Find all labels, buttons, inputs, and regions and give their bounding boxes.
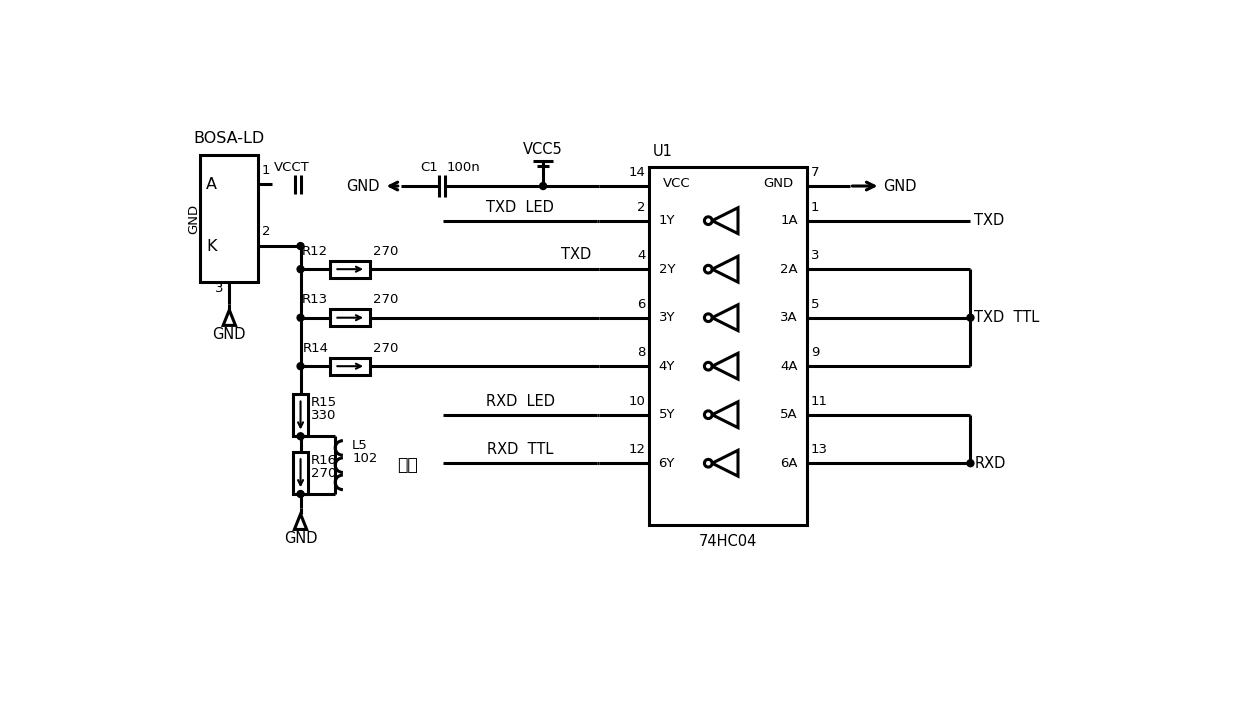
Bar: [330, 261, 370, 278]
Text: 2Y: 2Y: [658, 263, 675, 276]
Circle shape: [704, 362, 712, 370]
Text: K: K: [206, 238, 217, 253]
Text: 5Y: 5Y: [658, 408, 675, 421]
Bar: [293, 394, 309, 436]
Text: 8: 8: [637, 347, 646, 359]
Text: C1: C1: [420, 160, 438, 174]
Polygon shape: [712, 353, 738, 379]
Text: 7: 7: [811, 166, 820, 179]
Text: GND: GND: [212, 327, 246, 342]
Text: TXD: TXD: [560, 247, 591, 262]
Text: R12: R12: [303, 245, 329, 258]
Bar: [650, 167, 807, 525]
Circle shape: [298, 266, 304, 273]
Text: R13: R13: [303, 293, 329, 306]
Text: 3Y: 3Y: [658, 311, 675, 324]
Text: 6A: 6A: [780, 457, 799, 470]
Polygon shape: [712, 305, 738, 331]
Text: 1: 1: [811, 200, 820, 214]
Bar: [330, 309, 370, 326]
Text: 磁珠: 磁珠: [397, 456, 418, 474]
Text: RXD  TTL: RXD TTL: [487, 442, 553, 457]
Polygon shape: [712, 256, 738, 282]
Text: 1Y: 1Y: [658, 214, 675, 227]
Bar: [201, 155, 258, 282]
Text: R16: R16: [310, 454, 336, 467]
Text: GND: GND: [346, 178, 379, 193]
Text: 5: 5: [811, 298, 820, 311]
Text: R15: R15: [310, 396, 337, 410]
Text: 1: 1: [262, 164, 270, 177]
Text: L5: L5: [352, 439, 368, 452]
Text: 74HC04: 74HC04: [699, 534, 758, 549]
Circle shape: [704, 217, 712, 225]
Circle shape: [539, 183, 547, 190]
Bar: [330, 358, 370, 374]
Text: A: A: [206, 177, 217, 192]
Text: GND: GND: [883, 178, 916, 193]
Circle shape: [298, 314, 304, 321]
Text: GND: GND: [764, 178, 794, 190]
Text: 5A: 5A: [780, 408, 799, 421]
Text: 270: 270: [373, 245, 398, 258]
Polygon shape: [712, 450, 738, 476]
Text: 13: 13: [811, 443, 828, 456]
Circle shape: [704, 411, 712, 419]
Text: TXD: TXD: [975, 213, 1004, 228]
Text: 14: 14: [629, 166, 646, 179]
Text: 4A: 4A: [780, 359, 799, 373]
Circle shape: [967, 460, 973, 467]
Circle shape: [298, 363, 304, 369]
Circle shape: [704, 314, 712, 321]
Polygon shape: [223, 310, 236, 325]
Text: 270: 270: [310, 467, 336, 480]
Text: 11: 11: [811, 395, 828, 408]
Text: 4: 4: [637, 249, 646, 262]
Circle shape: [967, 314, 973, 321]
Text: 3: 3: [811, 249, 820, 262]
Text: 6Y: 6Y: [658, 457, 675, 470]
Text: GND: GND: [187, 203, 200, 234]
Text: 3: 3: [215, 282, 223, 295]
Polygon shape: [712, 402, 738, 427]
Polygon shape: [294, 514, 306, 529]
Text: U1: U1: [653, 144, 673, 159]
Text: VCC: VCC: [663, 178, 691, 190]
Text: 12: 12: [629, 443, 646, 456]
Text: VCC5: VCC5: [523, 142, 563, 157]
Text: BOSA-LD: BOSA-LD: [193, 131, 265, 146]
Text: VCCT: VCCT: [274, 162, 309, 175]
Text: RXD: RXD: [975, 455, 1006, 470]
Circle shape: [704, 266, 712, 273]
Text: 2: 2: [637, 200, 646, 214]
Text: 1A: 1A: [780, 214, 799, 227]
Text: 102: 102: [352, 452, 377, 465]
Text: 100n: 100n: [446, 160, 481, 174]
Text: 9: 9: [811, 347, 820, 359]
Circle shape: [298, 243, 304, 250]
Bar: [293, 452, 309, 494]
Polygon shape: [712, 208, 738, 233]
Text: R14: R14: [303, 342, 329, 354]
Text: 6: 6: [637, 298, 646, 311]
Text: 270: 270: [373, 293, 398, 306]
Text: 270: 270: [373, 342, 398, 354]
Text: 10: 10: [629, 395, 646, 408]
Circle shape: [704, 460, 712, 467]
Text: TXD  TTL: TXD TTL: [975, 310, 1039, 325]
Circle shape: [298, 490, 304, 498]
Text: 330: 330: [310, 410, 336, 422]
Circle shape: [298, 432, 304, 440]
Text: 4Y: 4Y: [658, 359, 675, 373]
Text: 2A: 2A: [780, 263, 799, 276]
Text: RXD  LED: RXD LED: [486, 394, 554, 409]
Text: 3A: 3A: [780, 311, 799, 324]
Text: TXD  LED: TXD LED: [486, 200, 554, 215]
Text: 2: 2: [262, 226, 270, 238]
Text: GND: GND: [284, 531, 317, 546]
